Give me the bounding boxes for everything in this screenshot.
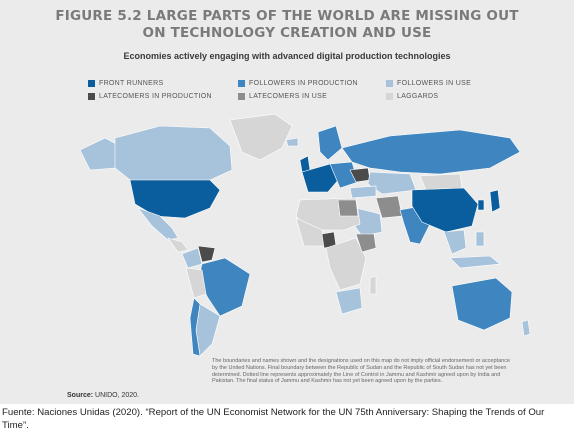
legend-swatch-latecomers-production xyxy=(88,93,95,100)
figure-title: FIGURE 5.2 LARGE PARTS OF THE WORLD ARE … xyxy=(0,8,574,42)
central-america-region xyxy=(167,237,189,253)
legend-item-latecomers-use: LATECOMERS IN USE xyxy=(238,93,327,100)
legend-item-front-runners: FRONT RUNNERS xyxy=(88,80,163,87)
legend-item-followers-use: FOLLOWERS IN USE xyxy=(386,80,471,87)
legend-swatch-front-runners xyxy=(88,80,95,87)
legend-item-latecomers-production: LATECOMERS IN PRODUCTION xyxy=(88,93,212,100)
legend-label: LATECOMERS IN PRODUCTION xyxy=(99,93,212,100)
russia-region xyxy=(341,129,521,175)
uk-region xyxy=(299,155,311,173)
map-disclaimer: The boundaries and names shown and the d… xyxy=(212,358,511,385)
figure-title-line1: FIGURE 5.2 LARGE PARTS OF THE WORLD ARE … xyxy=(55,8,519,24)
australia-region xyxy=(451,277,513,331)
figure-subtitle: Economies actively engaging with advance… xyxy=(123,51,451,61)
map-legend: FRONT RUNNERS FOLLOWERS IN PRODUCTION FO… xyxy=(88,80,498,106)
egypt-region xyxy=(337,199,359,217)
chile-region xyxy=(189,297,201,357)
legend-label: LAGGARDS xyxy=(397,93,439,100)
usa-region xyxy=(129,179,221,219)
china-region xyxy=(411,187,479,233)
japan-region xyxy=(489,189,501,213)
canada-region xyxy=(114,125,233,183)
legend-label: FOLLOWERS IN PRODUCTION xyxy=(249,80,358,87)
peru-region xyxy=(185,267,207,299)
iceland-region xyxy=(285,137,299,147)
source-label: Source: xyxy=(67,392,94,399)
south-africa-region xyxy=(335,287,363,315)
legend-swatch-latecomers-use xyxy=(238,93,245,100)
madagascar-region xyxy=(369,275,377,295)
kazakhstan-region xyxy=(367,171,417,195)
legend-swatch-followers-use xyxy=(386,80,393,87)
greenland-region xyxy=(229,113,293,161)
figure-caption: Fuente: Naciones Unidas (2020). “Report … xyxy=(2,407,545,431)
source-note: Source: UNIDO, 2020. xyxy=(67,392,139,399)
indonesia-region xyxy=(449,255,501,269)
philippines-region xyxy=(475,231,485,247)
legend-swatch-followers-production xyxy=(238,80,245,87)
alaska-region xyxy=(79,137,121,171)
legend-label: FOLLOWERS IN USE xyxy=(397,80,472,87)
korea-region xyxy=(477,199,485,211)
legend-item-laggards: LAGGARDS xyxy=(386,93,438,100)
legend-item-followers-production: FOLLOWERS IN PRODUCTION xyxy=(238,80,358,87)
new-zealand-region xyxy=(521,319,531,337)
mexico-region xyxy=(137,207,179,241)
argentina-region xyxy=(195,303,221,357)
legend-label: LATECOMERS IN USE xyxy=(249,93,328,100)
legend-swatch-laggards xyxy=(386,93,393,100)
ethiopia-region xyxy=(355,233,377,253)
figure-title-line2: ON TECHNOLOGY CREATION AND USE xyxy=(142,25,432,41)
world-map xyxy=(79,113,531,357)
mongolia-region xyxy=(419,173,463,191)
legend-label: FRONT RUNNERS xyxy=(99,80,164,87)
central-africa-region xyxy=(325,237,367,291)
western-europe-region xyxy=(301,163,341,193)
turkey-region xyxy=(349,185,377,199)
venezuela-region xyxy=(197,245,216,263)
southeast-asia-region xyxy=(443,229,467,255)
figure-panel: FIGURE 5.2 LARGE PARTS OF THE WORLD ARE … xyxy=(0,0,574,404)
scandinavia-region xyxy=(317,125,343,161)
source-text: UNIDO, 2020. xyxy=(93,392,139,399)
